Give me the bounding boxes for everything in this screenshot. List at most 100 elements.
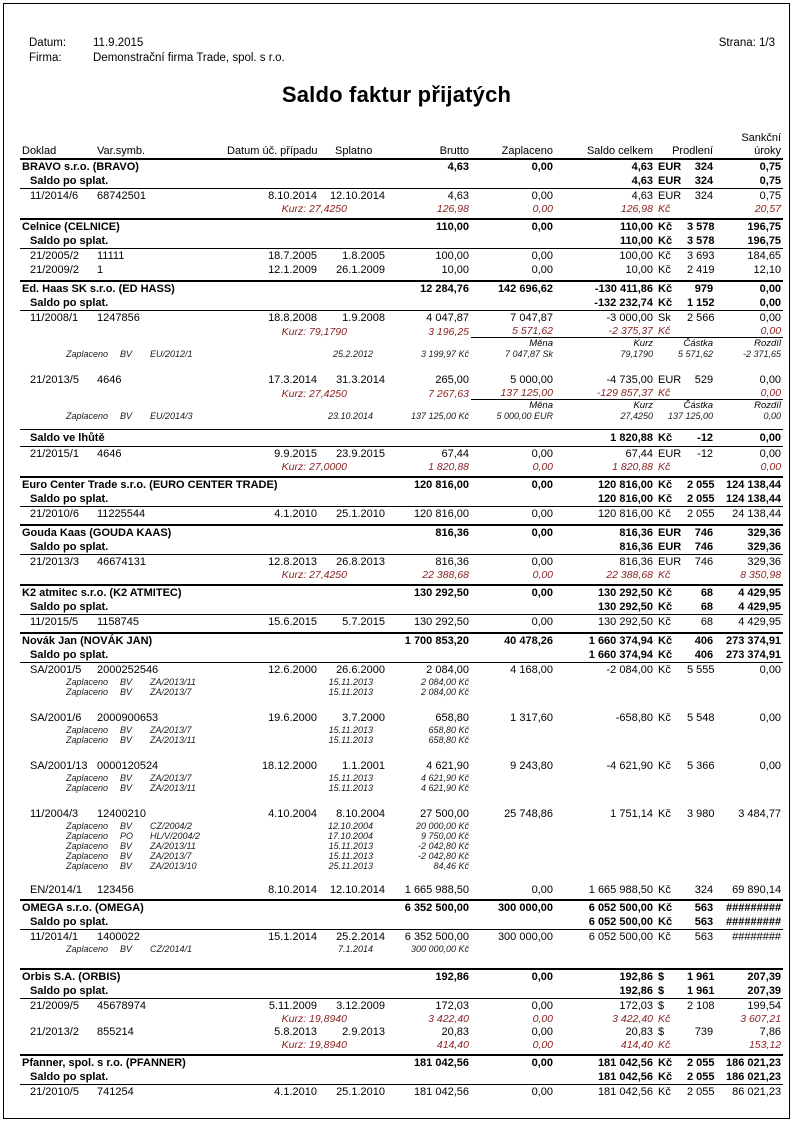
empty: [471, 677, 783, 687]
spacer: [20, 697, 783, 711]
payment-info: Zaplaceno BV ZA/2013/10: [20, 861, 319, 871]
row-saldo: Saldo po splat. 1 660 374,94 Kč 406 273 374,…: [20, 649, 783, 663]
payment-label: Zaplaceno: [66, 840, 109, 851]
row-pay: Zaplaceno BV ZA/2013/7 15.11.2013 658,80 Kč: [20, 725, 783, 735]
header-spacer-cell: [20, 132, 715, 145]
datum-uc-pripadu: 4.10.2004: [268, 807, 317, 820]
saldo-celkem: 1 751,14: [610, 807, 653, 820]
zaplaceno: 9 243,80: [510, 759, 553, 772]
row-lhute: Saldo ve lhůtě 1 820,88 Kč -12 0,00: [20, 430, 783, 447]
spacer: [20, 745, 783, 759]
payment-date: 12.10.2004: [327, 820, 373, 831]
row-kurz: Kurz: 27,4250 7 267,63 137 125,00 -129 857,…: [20, 387, 783, 400]
brutto: 1 700 853,20: [404, 634, 469, 647]
datum-uc-pripadu: 18.8.2008: [268, 312, 317, 324]
var-symbol: 1247856: [97, 312, 140, 324]
saldo-celkem: 6 052 500,00: [588, 901, 653, 914]
splatno: 31.3.2014: [336, 374, 385, 386]
splatno: 26.6.2000: [336, 663, 385, 676]
row-group: Pfanner, spol. s r.o. (PFANNER) 181 042,5…: [20, 1056, 783, 1071]
saldo-kc: 1 820,88: [612, 460, 653, 473]
payment-doc: ZA/2013/7: [150, 850, 192, 861]
zaplaceno: 0,00: [531, 1085, 553, 1098]
prodleni: 3 693: [687, 250, 715, 262]
supplier-name: BRAVO s.r.o. (BRAVO): [22, 161, 139, 173]
payment-label: Zaplaceno: [66, 820, 109, 831]
zaplaceno: 0,00: [531, 615, 553, 628]
row-pay: Zaplaceno BV CZ/2004/2 12.10.2004 20 000,00 …: [20, 821, 783, 831]
row-saldo: Saldo po splat. -132 232,74 Kč 1 152 0,00: [20, 297, 783, 311]
saldo-kc: 414,40: [620, 1038, 653, 1051]
saldo-celkem: 1 820,88: [610, 431, 653, 444]
spacer: [20, 871, 783, 883]
row-gap: [20, 954, 783, 969]
fx-head-castka: Částka: [655, 399, 716, 411]
prodleni: 746: [694, 526, 714, 539]
brutto: 130 292,50: [413, 586, 469, 599]
fx-head-castka: Částka: [655, 337, 716, 349]
fx-castka: 5 571,62: [678, 349, 714, 359]
prodleni: 68: [700, 586, 714, 599]
currency: Kč: [658, 807, 671, 820]
currency: EUR: [658, 175, 682, 187]
var-symbol: 12400210: [97, 807, 146, 820]
brutto: 120 816,00: [413, 478, 469, 491]
payment-amount: 2 084,00 Kč: [420, 686, 469, 697]
var-symbol: 1400022: [97, 930, 140, 943]
col-sankcni-line1: Sankční: [741, 132, 782, 144]
zaplaceno: 0,00: [531, 970, 553, 983]
payment-label: Zaplaceno: [66, 724, 109, 735]
saldo-celkem: 1 660 374,94: [588, 648, 653, 661]
row-detail: 21/2013/2 855214 5.8.2013 2.9.2013 20,83 0,00…: [20, 1025, 783, 1039]
zaplaceno-kc: 0,00: [532, 1038, 553, 1051]
doklad: 11/2014/1: [30, 930, 79, 943]
payment-info: Zaplaceno BV EU/2012/1: [20, 349, 319, 359]
col-sankcni-line2: úroky: [754, 145, 782, 157]
prodleni: 324: [694, 175, 714, 187]
zaplaceno: 5 000,00: [510, 374, 553, 386]
datum-uc-pripadu: 18.7.2005: [268, 250, 317, 262]
payment-doc: ZA/2013/11: [150, 782, 196, 793]
prodleni: 2 055: [687, 492, 715, 505]
prodleni: 2 055: [687, 1056, 715, 1069]
fx-head-rozdil: Rozdíl: [715, 337, 784, 349]
currency: Kč: [658, 460, 671, 473]
currency: Kč: [658, 915, 673, 928]
currency: Kč: [658, 1070, 673, 1083]
var-symbol: 0000120524: [97, 759, 159, 772]
splatno: 26.1.2009: [336, 264, 385, 276]
separator-line: [20, 505, 784, 507]
saldo-celkem: 110,00: [619, 221, 653, 233]
row-group: Celnice (CELNICE) 110,00 0,00 110,00 Kč 3 578…: [20, 220, 783, 235]
prodleni: 563: [694, 915, 714, 928]
sankcni-uroky: 0,75: [759, 161, 782, 173]
prodleni: -12: [697, 431, 714, 444]
currency: Kč: [658, 203, 671, 215]
sankcni-uroky: 329,36: [747, 555, 782, 568]
row-kurz: Kurz: 19,8940 414,40 0,00 414,40 Kč 153,12: [20, 1039, 783, 1051]
col-varsymb: Var.symb.: [97, 145, 146, 157]
supplier-name: Orbis S.A. (ORBIS): [22, 970, 121, 983]
row-kurz: Kurz: 19,8940 3 422,40 0,00 3 422,40 Kč 3 607…: [20, 1013, 783, 1025]
separator-line: [20, 997, 784, 999]
splatno: 26.8.2013: [336, 555, 385, 568]
col-saldo-celkem: Saldo celkem: [586, 145, 653, 157]
sankcni-uroky: 3 484,77: [738, 807, 782, 820]
currency: Kč: [658, 615, 671, 628]
fx-head-rozdil: Rozdíl: [715, 399, 784, 411]
empty: [471, 944, 783, 954]
saldo-celkem: 816,36: [619, 540, 653, 553]
saldo-celkem: -4 621,90: [606, 759, 653, 772]
datum-uc-pripadu: 8.10.2014: [268, 190, 317, 202]
zaplaceno-kc: 0,00: [532, 460, 553, 473]
sankcni-uroky: 0,00: [759, 759, 782, 772]
row-kurz: Kurz: 79,1790 3 196,25 5 571,62 -2 375,37 Kč…: [20, 325, 783, 338]
brutto-kc: 3 196,25: [428, 325, 469, 338]
saldo-celkem: 816,36: [619, 555, 653, 568]
splatno: 25.2.2014: [336, 930, 385, 943]
sankcni-uroky: 0,00: [759, 447, 782, 460]
row-rule: [20, 553, 784, 555]
payment-doc: EU/2012/1: [150, 349, 193, 359]
doklad: SA/2001/13: [30, 759, 88, 772]
payment-date: 15.11.2013: [328, 734, 373, 745]
